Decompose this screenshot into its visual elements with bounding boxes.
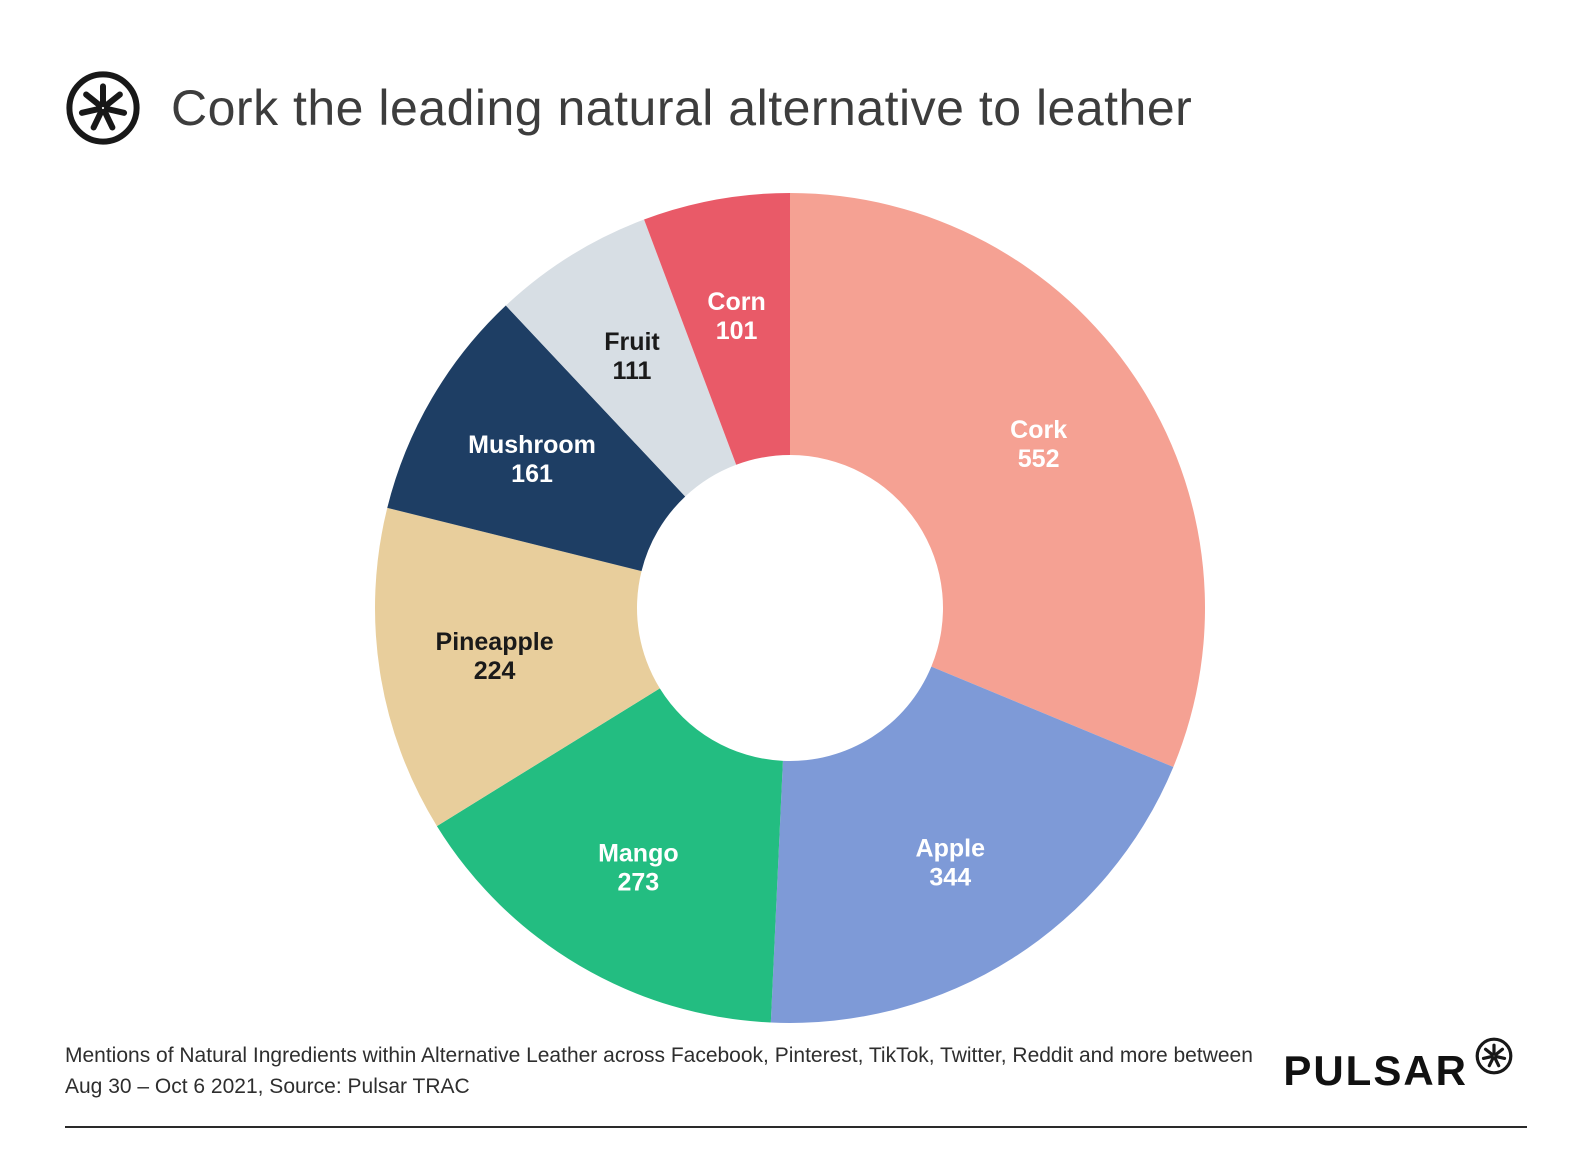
donut-segment-apple (770, 666, 1174, 1023)
pulsar-wordmark: PULSAR (1283, 1037, 1514, 1094)
segment-label-mushroom: Mushroom 161 (468, 431, 596, 488)
segment-label-corn: Corn 101 (707, 288, 765, 345)
segment-label-mango: Mango 273 (598, 840, 679, 897)
segment-label-apple: Apple 344 (916, 834, 986, 891)
asterisk-arms (78, 83, 128, 131)
segment-label-cork: Cork 552 (1010, 416, 1067, 473)
donut-chart: Cork 552 Apple 344 Mango 273 Pineapple 224 Mushr… (360, 178, 1220, 1038)
segment-label-pineapple: Pineapple 224 (436, 628, 554, 685)
caption-line-2: Aug 30 – Oct 6 2021, Source: Pulsar TRAC (65, 1075, 470, 1098)
donut-segment-mushroom (387, 305, 686, 572)
segment-label-fruit: Fruit 111 (604, 328, 660, 385)
donut-segment-pineapple (375, 507, 660, 827)
pulsar-brand-text: PULSAR (1283, 1047, 1468, 1094)
pulsar-asterisk-icon-small (1474, 1036, 1514, 1081)
chart-caption: Mentions of Natural Ingredients within A… (65, 1040, 1253, 1102)
caption-line-1: Mentions of Natural Ingredients within A… (65, 1044, 1253, 1067)
donut-segment-mango (436, 688, 783, 1023)
donut-chart-svg: Cork 552 Apple 344 Mango 273 Pineapple 224 Mushr… (375, 193, 1205, 1023)
bottom-divider (65, 1126, 1527, 1128)
asterisk-arms-small (1481, 1043, 1507, 1068)
header: Cork the leading natural alternative to … (63, 68, 1192, 148)
pulsar-asterisk-icon (63, 68, 143, 148)
donut-segment-cork (790, 193, 1205, 767)
donut-segment-fruit (505, 219, 737, 497)
donut-segment-corn (644, 193, 790, 465)
page-title: Cork the leading natural alternative to … (171, 80, 1193, 136)
